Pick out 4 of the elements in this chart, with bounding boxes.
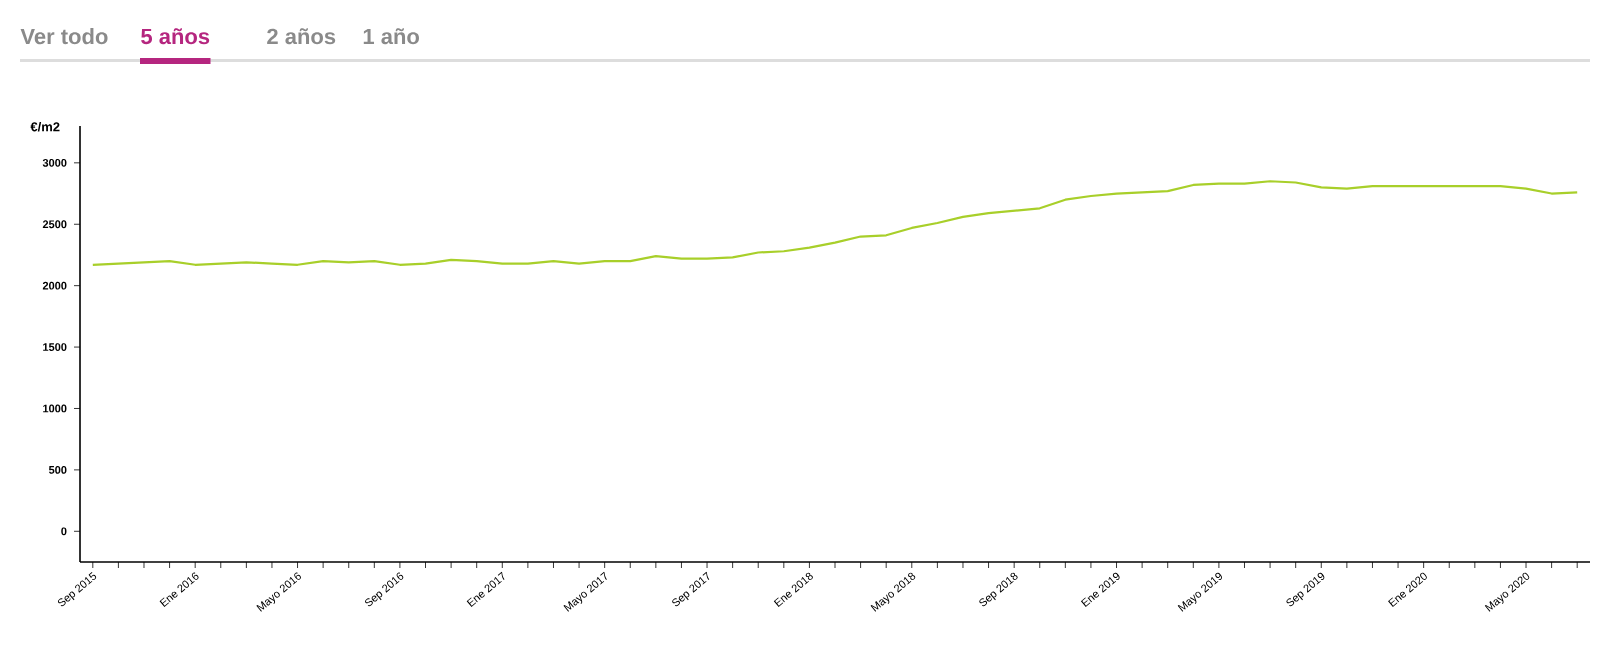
text: 2 años: [267, 28, 336, 45]
text: Ver todo: [20, 28, 108, 45]
text: 5 años: [141, 28, 210, 45]
text: 1 año: [363, 28, 419, 45]
